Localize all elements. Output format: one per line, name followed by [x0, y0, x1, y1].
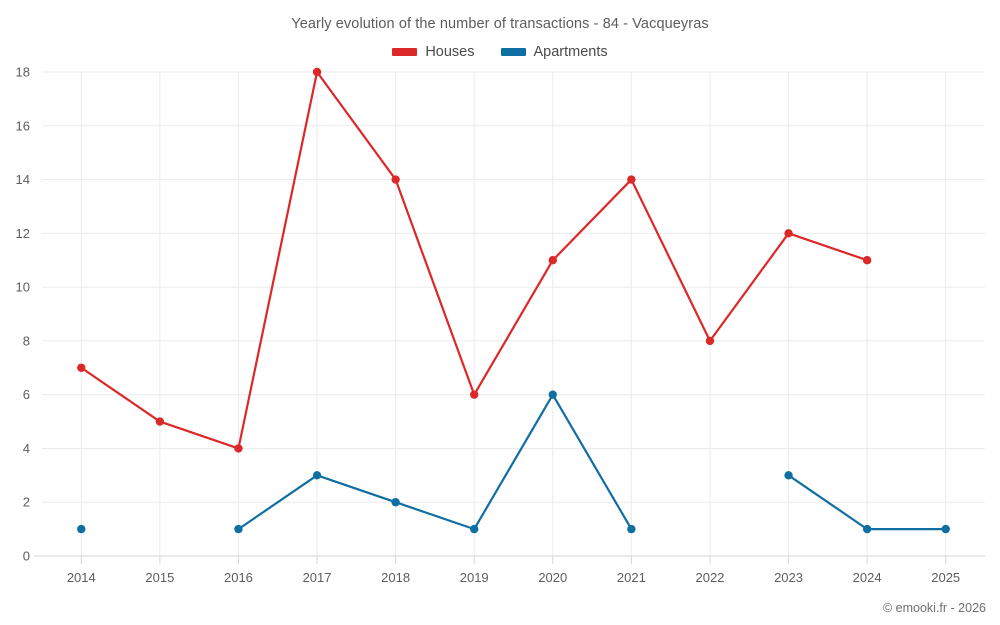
x-axis-tick-label: 2025	[931, 570, 960, 585]
data-point-marker[interactable]	[470, 390, 479, 399]
data-point-marker[interactable]	[234, 524, 243, 534]
data-point-marker[interactable]	[941, 524, 950, 534]
legend-label-apartments: Apartments	[533, 44, 608, 60]
grid-lines	[42, 71, 985, 557]
series-line	[237, 393, 633, 531]
data-point-marker[interactable]	[312, 67, 322, 77]
data-series	[77, 67, 950, 534]
data-point-marker[interactable]	[862, 524, 872, 534]
legend-label-houses: Houses	[425, 44, 475, 60]
x-axis-tick-label: 2014	[67, 570, 96, 585]
copyright-footer: © emooki.fr - 2026	[882, 601, 986, 615]
data-point-marker[interactable]	[77, 363, 86, 372]
data-point-marker[interactable]	[548, 390, 557, 399]
data-point-marker[interactable]	[705, 336, 715, 346]
x-axis-tick-label: 2021	[617, 570, 646, 585]
y-axis-tick-label: 0	[23, 549, 30, 564]
data-point-marker[interactable]	[155, 417, 165, 426]
legend-swatch-houses	[392, 48, 418, 56]
x-axis-tick-label: 2024	[853, 570, 882, 585]
data-point-marker[interactable]	[548, 256, 557, 265]
y-axis-tick-label: 8	[23, 333, 30, 348]
x-axis-tick-label: 2022	[695, 570, 724, 585]
data-point-marker[interactable]	[234, 444, 243, 453]
data-point-marker[interactable]	[77, 524, 86, 534]
series-houses	[77, 67, 872, 453]
data-point-marker[interactable]	[627, 175, 636, 184]
chart-legend: Houses Apartments	[0, 44, 1000, 60]
x-axis-tick-label: 2020	[538, 570, 567, 585]
y-axis-tick-label: 6	[23, 387, 30, 402]
y-axis-tick-label: 10	[16, 280, 30, 295]
data-point-marker[interactable]	[627, 524, 636, 534]
legend-item-apartments[interactable]: Apartments	[500, 44, 608, 60]
data-point-marker[interactable]	[784, 229, 793, 238]
legend-swatch-apartments	[500, 48, 526, 56]
y-axis-tick-label: 18	[16, 65, 30, 80]
axis-lines	[34, 555, 985, 564]
x-axis-tick-label: 2017	[303, 570, 332, 585]
y-axis-tick-label: 14	[16, 172, 30, 187]
x-axis-tick-label: 2023	[774, 570, 803, 585]
x-axis-tick-label: 2019	[460, 570, 489, 585]
x-axis-tick-label: 2018	[381, 570, 410, 585]
y-axis-tick-label: 12	[16, 226, 30, 241]
chart-title: Yearly evolution of the number of transa…	[291, 16, 709, 32]
x-axis-tick-label: 2016	[224, 570, 253, 585]
data-point-marker[interactable]	[470, 524, 479, 534]
data-point-marker[interactable]	[784, 471, 793, 480]
data-point-marker[interactable]	[862, 256, 872, 265]
legend-item-houses[interactable]: Houses	[392, 44, 475, 60]
y-axis-tick-label: 2	[23, 495, 30, 510]
x-axis-tick-label: 2015	[145, 570, 174, 585]
series-apartments	[77, 390, 950, 534]
y-axis-tick-label: 16	[16, 118, 30, 133]
y-axis-tick-label: 4	[23, 441, 30, 456]
data-point-marker[interactable]	[391, 498, 400, 507]
x-axis-ticks: 2014 2015 2016 2017 2018 2019 2020 2021 2022 2023…	[67, 570, 960, 585]
data-point-marker[interactable]	[312, 471, 322, 480]
data-point-marker[interactable]	[391, 175, 400, 184]
y-axis-ticks: 0 2 4 6 8 10 12 14 16 18	[16, 65, 30, 564]
